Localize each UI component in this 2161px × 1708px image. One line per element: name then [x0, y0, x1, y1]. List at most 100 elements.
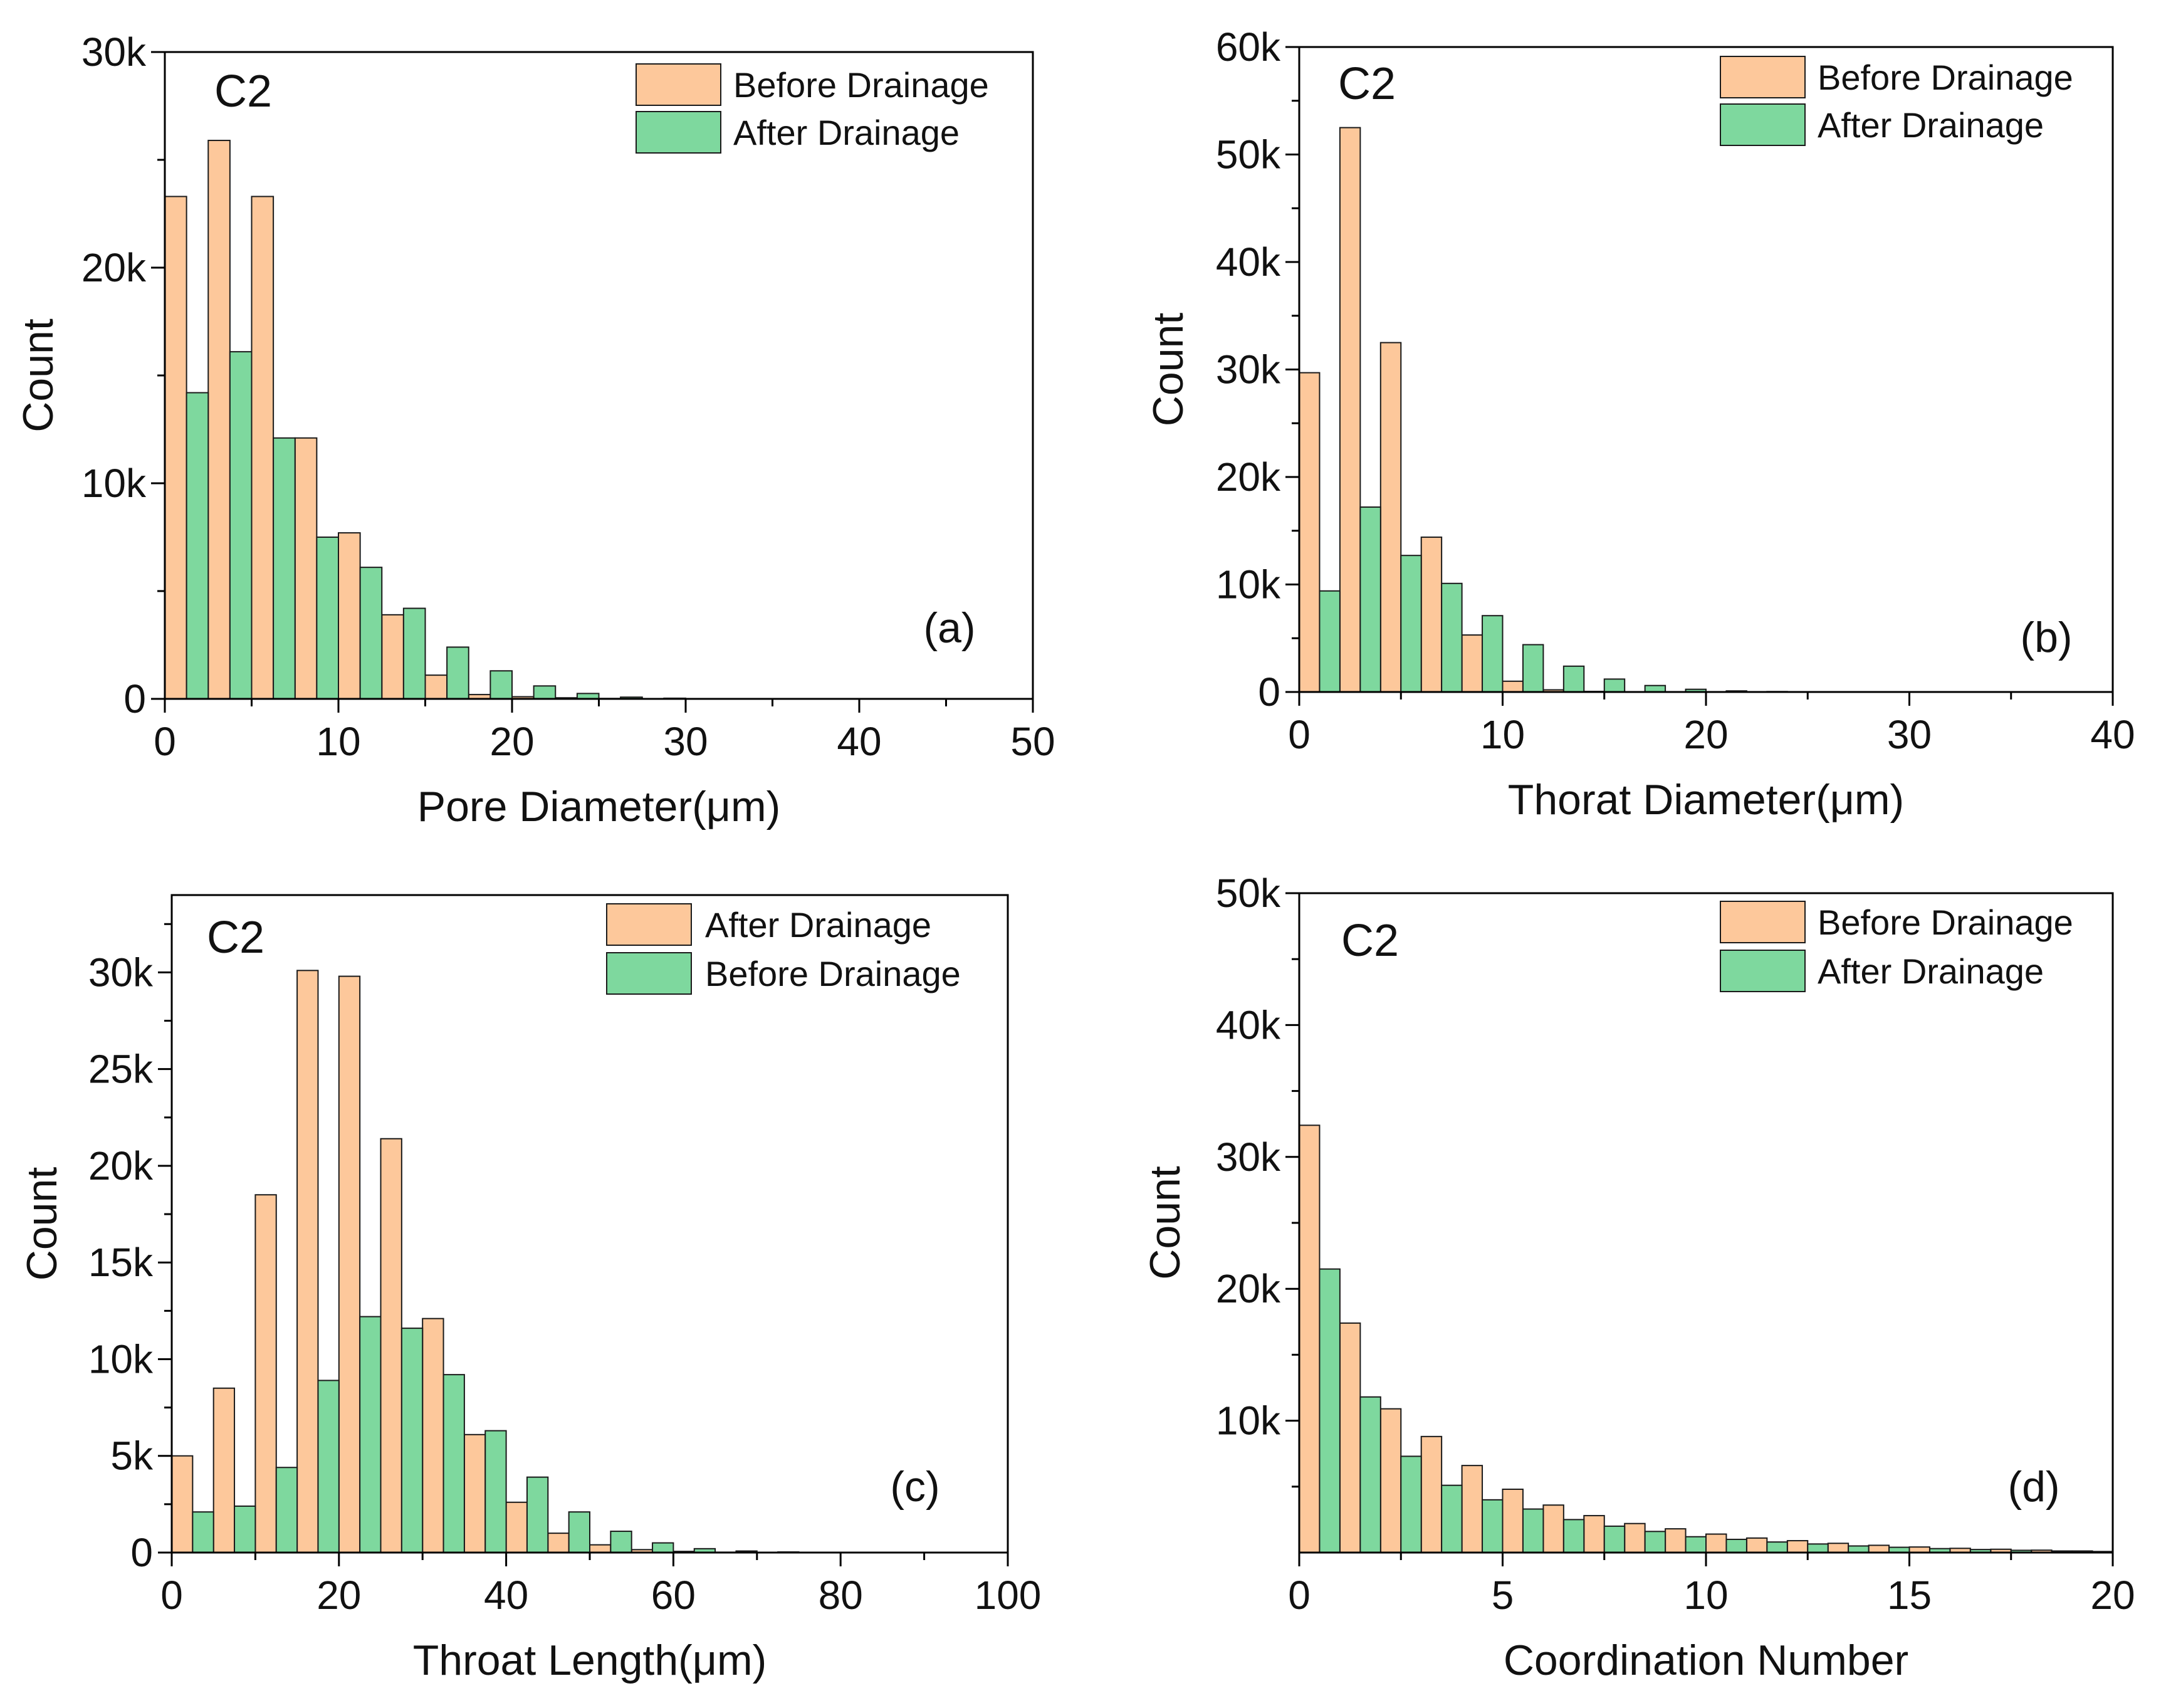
- x-axis-label: Throat Length(μm): [413, 1637, 767, 1684]
- bar-orange: [212, 1387, 236, 1553]
- bar-orange: [1745, 1537, 1768, 1553]
- bar-green: [610, 1531, 632, 1554]
- x-tick-label: 10: [1683, 1573, 1728, 1618]
- panel-b: 0 10 20 30 40 0 10k 20k 30k 40k 50k 60k Thorat Diame…: [1144, 24, 2135, 824]
- y-tick-label: 30k: [1216, 347, 1281, 392]
- y-tick-label: 20k: [88, 1143, 154, 1188]
- bar-green: [1400, 1455, 1422, 1553]
- bar-orange: [1379, 1408, 1402, 1554]
- y-tick-label: 30k: [1216, 1134, 1281, 1180]
- x-tick-label: 80: [819, 1573, 863, 1618]
- bar-green: [1685, 1536, 1707, 1553]
- bar-green: [1441, 582, 1463, 693]
- y-tick-label: 25k: [88, 1047, 154, 1092]
- legend-label: Before Drainage: [1818, 903, 2073, 942]
- bar-green: [275, 1467, 298, 1554]
- sample-tag: C2: [1338, 59, 1396, 109]
- x-tick-label: 0: [154, 719, 176, 764]
- bar-orange: [1420, 1435, 1443, 1553]
- bar-orange: [381, 614, 404, 700]
- bar-green: [1644, 1531, 1667, 1553]
- y-tick-label: 50k: [1216, 132, 1281, 177]
- x-tick-label: 20: [2090, 1573, 2135, 1618]
- bar-orange: [338, 975, 361, 1554]
- bar-orange: [1583, 1515, 1605, 1553]
- bar-green: [1482, 615, 1504, 693]
- y-tick-label: 0: [1258, 669, 1280, 715]
- legend-label: Before Drainage: [705, 954, 961, 993]
- bar-green: [446, 646, 469, 699]
- y-tick-label: 20k: [81, 245, 147, 290]
- bar-orange: [422, 1318, 444, 1554]
- y-axis-label: Count: [18, 1167, 66, 1281]
- x-tick-label: 20: [1683, 712, 1728, 757]
- bar-green: [359, 567, 383, 699]
- x-tick-label: 40: [2090, 712, 2135, 757]
- bar-orange: [1339, 1322, 1361, 1554]
- y-axis-label: Count: [14, 318, 62, 432]
- x-tick-label: 100: [975, 1573, 1042, 1618]
- panel-letter: (d): [2007, 1463, 2059, 1511]
- bar-green: [1848, 1545, 1870, 1553]
- bar-green: [400, 1328, 424, 1554]
- x-axis-label: Coordination Number: [1504, 1637, 1908, 1684]
- y-axis-label: Count: [1141, 1166, 1189, 1280]
- x-tick-label: 30: [663, 719, 708, 764]
- bar-green: [1725, 1538, 1747, 1553]
- bar-orange: [1868, 1544, 1890, 1553]
- bar-green: [317, 1380, 340, 1554]
- legend-label: After Drainage: [1818, 951, 2044, 991]
- legend-label: After Drainage: [733, 113, 960, 152]
- x-tick-label: 5: [1492, 1573, 1514, 1618]
- bar-orange: [1502, 680, 1524, 693]
- legend-swatch: [606, 952, 692, 995]
- bar-green: [1319, 1268, 1341, 1553]
- bar-orange: [338, 532, 361, 699]
- legend-swatch: [1720, 901, 1806, 943]
- legend-swatch: [1720, 950, 1806, 992]
- y-tick-label: 10k: [1216, 562, 1281, 607]
- bar-orange: [1827, 1543, 1850, 1553]
- bar-green: [1359, 1396, 1381, 1554]
- x-axis-label: Pore Diameter(μm): [417, 783, 781, 830]
- x-tick-label: 30: [1887, 712, 1932, 757]
- y-tick-label: 40k: [1216, 239, 1281, 285]
- bar-green: [1562, 1519, 1585, 1553]
- x-tick-label: 40: [484, 1573, 528, 1618]
- y-axis-label: Count: [1144, 313, 1192, 427]
- bar-orange: [164, 196, 187, 700]
- x-tick-label: 60: [651, 1573, 696, 1618]
- bar-orange: [1461, 1465, 1483, 1553]
- bar-green: [568, 1511, 591, 1553]
- bar-green: [1319, 590, 1341, 693]
- bar-orange: [463, 1433, 486, 1554]
- bar-green: [1522, 644, 1544, 693]
- bar-green: [652, 1542, 674, 1553]
- y-tick-label: 5k: [110, 1433, 154, 1479]
- y-tick-label: 30k: [88, 950, 154, 995]
- y-tick-label: 10k: [88, 1336, 154, 1381]
- y-tick-label: 0: [123, 676, 146, 721]
- bar-orange: [296, 970, 319, 1553]
- bar-orange: [589, 1544, 612, 1554]
- x-tick-label: 0: [1288, 1573, 1311, 1618]
- bar-orange: [424, 674, 448, 700]
- x-axis-label: Thorat Diameter(μm): [1508, 776, 1904, 824]
- legend-swatch: [636, 111, 721, 154]
- sample-tag: C2: [214, 66, 272, 117]
- y-tick-label: 0: [130, 1530, 153, 1575]
- bar-green: [1807, 1543, 1829, 1553]
- bar-orange: [505, 1501, 528, 1554]
- bar-orange: [1299, 372, 1321, 693]
- x-tick-label: 50: [1010, 719, 1055, 764]
- x-tick-label: 10: [1480, 712, 1525, 757]
- x-tick-label: 20: [489, 719, 534, 764]
- bar-green: [1441, 1484, 1463, 1554]
- y-tick-label: 60k: [1216, 24, 1281, 70]
- x-tick-label: 10: [316, 719, 360, 764]
- x-tick-label: 15: [1887, 1573, 1932, 1618]
- sample-tag: C2: [1341, 916, 1399, 966]
- bar-green: [402, 607, 426, 700]
- y-tick-label: 10k: [81, 461, 147, 506]
